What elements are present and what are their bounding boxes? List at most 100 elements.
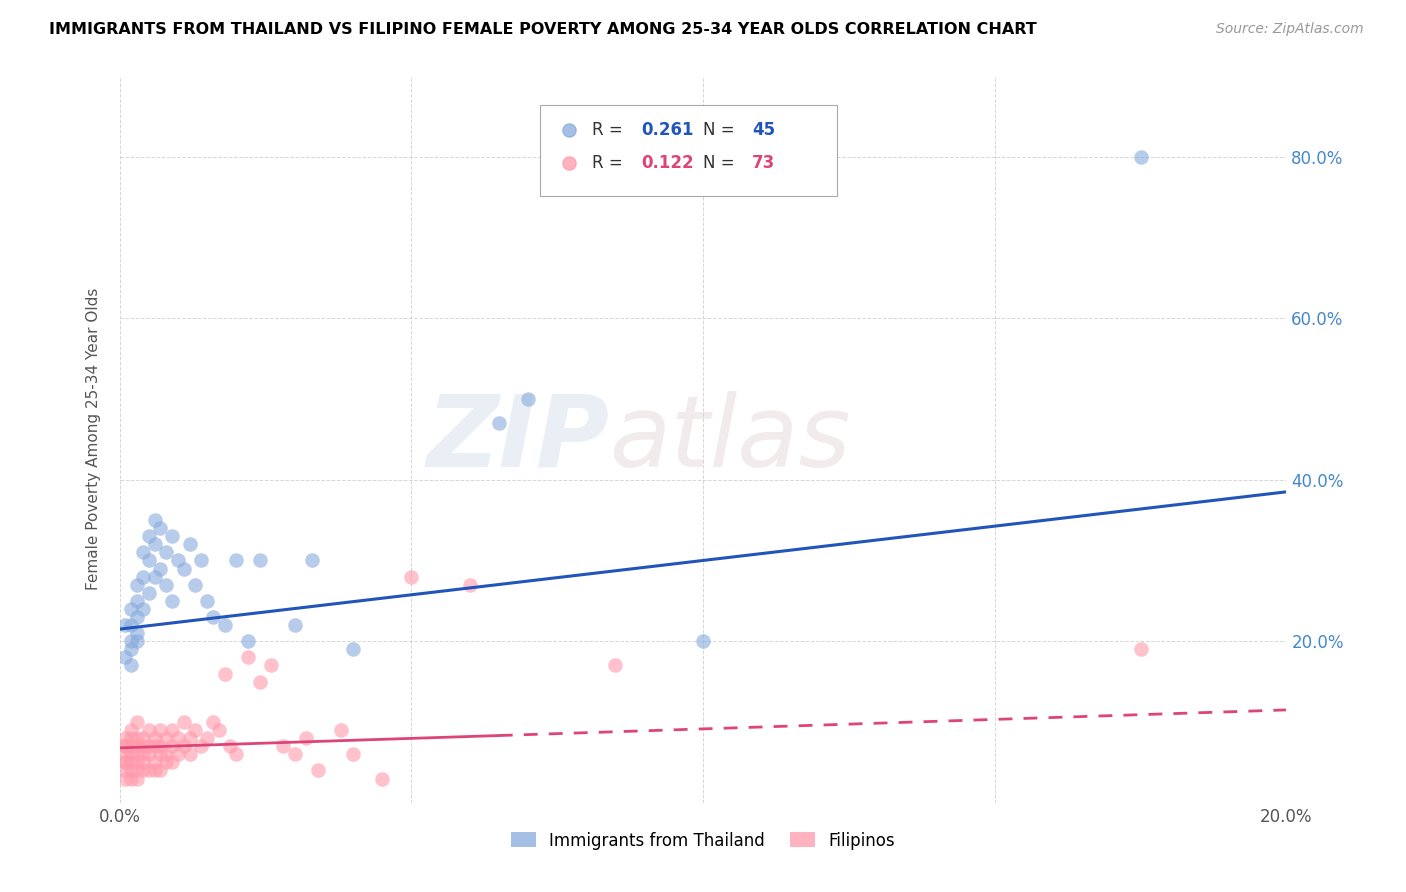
- Point: [120, 634, 142, 648]
- Point: [125, 747, 148, 762]
- Point: [125, 731, 148, 746]
- Point: [155, 545, 177, 559]
- Point: [120, 618, 142, 632]
- Point: [120, 642, 142, 657]
- Point: [236, 634, 259, 648]
- Point: [138, 764, 160, 778]
- Point: [143, 731, 166, 746]
- Text: 73: 73: [752, 154, 775, 172]
- Point: [120, 772, 142, 786]
- Point: [160, 739, 183, 754]
- Point: [155, 731, 177, 746]
- Point: [120, 764, 142, 778]
- Point: [132, 764, 155, 778]
- Point: [201, 714, 224, 729]
- Point: [249, 674, 271, 689]
- Point: [517, 392, 540, 406]
- Point: [138, 723, 160, 737]
- Point: [125, 764, 148, 778]
- Point: [149, 723, 172, 737]
- Point: [114, 756, 136, 770]
- Point: [160, 594, 183, 608]
- Point: [179, 537, 201, 551]
- Text: atlas: atlas: [610, 391, 851, 488]
- Point: [283, 618, 307, 632]
- Point: [132, 747, 155, 762]
- Point: [283, 747, 307, 762]
- Point: [120, 602, 142, 616]
- Point: [114, 747, 136, 762]
- Point: [125, 610, 148, 624]
- Point: [120, 731, 142, 746]
- Point: [149, 739, 172, 754]
- Point: [166, 747, 188, 762]
- Point: [138, 586, 160, 600]
- Point: [330, 723, 353, 737]
- Point: [155, 747, 177, 762]
- Point: [195, 594, 218, 608]
- Point: [114, 739, 136, 754]
- Point: [208, 723, 231, 737]
- Legend: Immigrants from Thailand, Filipinos: Immigrants from Thailand, Filipinos: [505, 825, 901, 856]
- Point: [1129, 150, 1152, 164]
- Point: [179, 747, 201, 762]
- Point: [173, 714, 195, 729]
- Point: [225, 553, 247, 567]
- Point: [214, 666, 236, 681]
- Point: [138, 553, 160, 567]
- Point: [132, 731, 155, 746]
- Point: [132, 602, 155, 616]
- Point: [125, 739, 148, 754]
- Point: [132, 569, 155, 583]
- Point: [173, 561, 195, 575]
- Point: [166, 731, 188, 746]
- Point: [149, 764, 172, 778]
- Point: [120, 756, 142, 770]
- Point: [301, 553, 323, 567]
- Point: [307, 764, 329, 778]
- Point: [201, 610, 224, 624]
- Point: [125, 772, 148, 786]
- Point: [458, 578, 481, 592]
- Point: [125, 594, 148, 608]
- Text: ZIP: ZIP: [426, 391, 610, 488]
- Point: [190, 553, 212, 567]
- Point: [132, 739, 155, 754]
- Point: [401, 569, 423, 583]
- Point: [114, 756, 136, 770]
- Point: [114, 739, 136, 754]
- Point: [125, 714, 148, 729]
- Text: IMMIGRANTS FROM THAILAND VS FILIPINO FEMALE POVERTY AMONG 25-34 YEAR OLDS CORREL: IMMIGRANTS FROM THAILAND VS FILIPINO FEM…: [49, 22, 1038, 37]
- Point: [125, 578, 148, 592]
- Point: [249, 553, 271, 567]
- Point: [214, 618, 236, 632]
- Point: [125, 626, 148, 640]
- Point: [342, 642, 364, 657]
- Point: [114, 650, 136, 665]
- Point: [138, 747, 160, 762]
- Point: [143, 764, 166, 778]
- Text: R =: R =: [592, 154, 628, 172]
- Point: [1129, 642, 1152, 657]
- Point: [114, 764, 136, 778]
- Point: [143, 569, 166, 583]
- Point: [184, 578, 207, 592]
- Point: [195, 731, 218, 746]
- Point: [149, 561, 172, 575]
- Point: [138, 739, 160, 754]
- Point: [120, 658, 142, 673]
- Text: N =: N =: [703, 121, 740, 139]
- Point: [605, 658, 627, 673]
- Point: [114, 772, 136, 786]
- Text: 0.122: 0.122: [641, 154, 693, 172]
- Point: [125, 634, 148, 648]
- Point: [160, 756, 183, 770]
- Y-axis label: Female Poverty Among 25-34 Year Olds: Female Poverty Among 25-34 Year Olds: [86, 288, 101, 591]
- Point: [295, 731, 318, 746]
- Point: [190, 739, 212, 754]
- Text: Source: ZipAtlas.com: Source: ZipAtlas.com: [1216, 22, 1364, 37]
- Text: 45: 45: [752, 121, 775, 139]
- Point: [114, 731, 136, 746]
- Point: [155, 578, 177, 592]
- Point: [149, 521, 172, 535]
